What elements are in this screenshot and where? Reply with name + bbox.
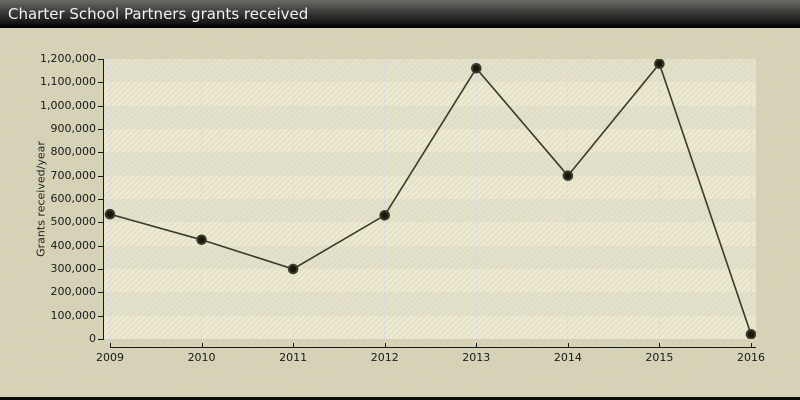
y-tick [98, 152, 103, 154]
y-tick [98, 315, 103, 317]
y-tick [98, 105, 103, 107]
x-tick-label: 2014 [553, 351, 582, 364]
plot-band [104, 199, 756, 223]
plot-band [104, 269, 756, 293]
line-chart-svg [104, 59, 756, 339]
plot-band [104, 245, 756, 269]
y-tick-label: 700,000 [50, 168, 97, 182]
x-tick-label: 2016 [737, 351, 765, 364]
data-point-2015 [654, 59, 665, 69]
plot-band [104, 82, 756, 106]
y-tick [98, 199, 103, 200]
plot-bands [104, 59, 756, 339]
y-tick-label: 500,000 [50, 215, 97, 229]
data-point-2013 [471, 63, 482, 74]
y-axis-title: Grants received/year [34, 141, 48, 257]
x-tick [567, 343, 569, 347]
gridline [201, 59, 203, 339]
plot-hatch-overlay [104, 59, 756, 339]
plot-band [104, 59, 756, 83]
y-tick [98, 175, 103, 177]
x-tick-label: 2011 [279, 351, 308, 364]
gridline [109, 59, 111, 339]
data-point-2016 [745, 329, 756, 339]
data-point-2012 [379, 210, 391, 221]
plot-band [104, 292, 756, 316]
gridline [750, 59, 752, 339]
y-tick-label: 300,000 [50, 262, 97, 275]
y-tick-label: 600,000 [50, 192, 97, 205]
plot-area [104, 59, 756, 339]
y-tick [98, 245, 103, 247]
y-tick [98, 269, 103, 270]
y-tick [98, 59, 103, 60]
x-tick-label: 2010 [187, 351, 216, 364]
plot-band [104, 315, 756, 339]
y-tick [98, 82, 103, 84]
x-tick [476, 343, 478, 347]
y-tick-label: 200,000 [50, 285, 97, 299]
x-axis-line [110, 347, 756, 348]
gridline [658, 59, 660, 339]
y-tick-label: 1,200,000 [40, 52, 96, 65]
y-tick-label: 1,100,000 [40, 75, 96, 89]
y-tick-label: 100,000 [50, 308, 97, 322]
gridline [384, 59, 386, 339]
x-tick [384, 343, 386, 347]
data-point-2014 [562, 170, 574, 181]
y-tick-label: 400,000 [50, 238, 97, 252]
x-tick-label: 2015 [645, 351, 674, 364]
data-point-2011 [287, 263, 299, 275]
x-tick [293, 343, 295, 347]
data-line [109, 62, 752, 335]
data-point-2009 [104, 208, 116, 220]
y-axis-line [103, 59, 104, 340]
y-tick-label: 0 [89, 332, 96, 345]
y-tick [98, 129, 103, 130]
gridline [292, 59, 294, 339]
x-tick [659, 343, 661, 347]
plot-band [104, 129, 756, 153]
x-tick [751, 343, 752, 347]
plot-band [104, 152, 756, 176]
title-bar: Charter School Partners grants received [0, 0, 800, 28]
x-tick-label: 2013 [462, 351, 491, 364]
window-title: Charter School Partners grants received [8, 4, 309, 23]
plot-band [104, 175, 756, 199]
x-tick-label: 2012 [370, 351, 399, 364]
plot-band [104, 105, 756, 129]
x-tick-label: 2009 [96, 351, 124, 364]
gridline [475, 59, 477, 339]
y-tick [98, 339, 103, 340]
data-point-2010 [196, 234, 207, 246]
gridline [567, 59, 569, 339]
plot-band [104, 222, 756, 246]
y-tick-label: 900,000 [50, 122, 97, 135]
y-tick [98, 292, 103, 294]
x-tick [110, 343, 111, 347]
y-tick [98, 222, 103, 224]
bottom-bar [0, 397, 800, 400]
y-tick-label: 800,000 [50, 145, 97, 159]
x-tick [201, 343, 203, 347]
y-tick-label: 1,000,000 [40, 98, 96, 112]
